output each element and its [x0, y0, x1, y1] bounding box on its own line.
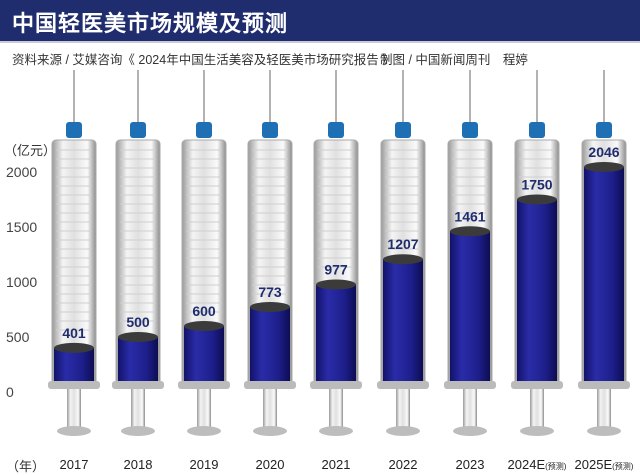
value-fill	[250, 306, 290, 383]
syringe-bar: 1207 2022	[377, 70, 429, 472]
plunger-head	[250, 301, 290, 312]
needle-cap	[130, 122, 146, 138]
flange	[112, 381, 164, 389]
value-fill	[450, 231, 490, 383]
chart-title: 中国轻医美市场规模及预测	[12, 11, 289, 36]
data-label: 773	[258, 284, 282, 300]
data-label: 1207	[387, 236, 418, 252]
y-tick-label: 1500	[6, 219, 37, 235]
y-tick-label: 1000	[6, 274, 37, 290]
flange	[48, 381, 100, 389]
plunger-base	[453, 426, 487, 436]
value-fill	[383, 259, 423, 383]
x-tick-label: 2021	[322, 457, 351, 472]
needle-cap	[262, 122, 278, 138]
plunger-rod	[463, 389, 477, 429]
plunger-head	[184, 321, 224, 331]
needle-cap	[196, 122, 212, 138]
syringe-bar: 600 2019	[178, 70, 230, 472]
plunger-head	[383, 254, 423, 265]
syringe-bar: 500 2018	[112, 70, 164, 472]
plunger-base	[319, 426, 353, 436]
y-tick-label: 0	[6, 384, 14, 400]
x-tick-label: 2020	[256, 457, 285, 472]
plunger-base	[187, 426, 221, 436]
plunger-rod	[67, 389, 81, 429]
plunger-rod	[329, 389, 343, 429]
value-fill	[517, 199, 557, 383]
plunger-base	[57, 426, 91, 436]
x-tick-label: 2017	[60, 457, 89, 472]
syringe-bar: 2046 2025E(预测)	[575, 70, 634, 472]
plunger-rod	[131, 389, 145, 429]
x-tick-label: 2025E(预测)	[575, 457, 634, 472]
source-note: 资料来源 / 艾媒咨询《 2024年中国生活美容及轻医美市场研究报告 》	[12, 53, 395, 67]
flange	[178, 381, 230, 389]
x-tick-label: 2018	[124, 457, 153, 472]
needle-cap	[328, 122, 344, 138]
flange	[244, 381, 296, 389]
x-tick-label: 2019	[190, 457, 219, 472]
value-fill	[584, 166, 624, 383]
plunger-rod	[396, 389, 410, 429]
needle-cap	[66, 122, 82, 138]
x-tick-label: 2023	[456, 457, 485, 472]
credit-note: 制图 / 中国新闻周刊 程婷	[380, 53, 528, 67]
flange	[444, 381, 496, 389]
data-label: 1461	[454, 208, 485, 224]
value-fill	[54, 347, 94, 383]
plunger-rod	[263, 389, 277, 429]
plunger-head	[584, 161, 624, 172]
plunger-head	[517, 194, 557, 205]
y-axis-label: （亿元）	[4, 143, 57, 158]
x-tick-label: 2024E(预测)	[508, 457, 567, 472]
plunger-head	[54, 342, 94, 353]
x-axis-label: （年）	[6, 459, 46, 474]
flange	[377, 381, 429, 389]
value-fill	[316, 284, 356, 383]
data-label: 500	[126, 314, 150, 330]
value-fill	[118, 337, 158, 383]
flange	[578, 381, 630, 389]
data-label: 401	[62, 325, 86, 341]
plunger-rod	[197, 389, 211, 429]
plunger-base	[587, 426, 621, 436]
needle-cap	[596, 122, 612, 138]
plunger-base	[121, 426, 155, 436]
data-label: 977	[324, 262, 348, 278]
plunger-head	[450, 226, 490, 237]
flange	[310, 381, 362, 389]
plunger-head	[118, 332, 158, 342]
needle-cap	[462, 122, 478, 138]
needle-cap	[529, 122, 545, 138]
syringe-bar: 1461 2023	[444, 70, 496, 472]
data-label: 2046	[588, 144, 619, 160]
plunger-base	[386, 426, 420, 436]
header-bar: 中国轻医美市场规模及预测	[0, 0, 640, 43]
y-tick-label: 500	[6, 329, 30, 345]
plunger-base	[253, 426, 287, 436]
data-label: 600	[192, 303, 216, 319]
y-tick-label: 2000	[6, 164, 37, 180]
x-tick-label: 2022	[389, 457, 418, 472]
syringe-bar: 401 2017	[48, 70, 100, 472]
data-label: 1750	[521, 177, 552, 193]
plunger-rod	[597, 389, 611, 429]
syringe-bar: 773 2020	[244, 70, 296, 472]
plunger-base	[520, 426, 554, 436]
flange	[511, 381, 563, 389]
needle-cap	[395, 122, 411, 138]
value-fill	[184, 326, 224, 383]
syringe-bar: 977 2021	[310, 70, 362, 472]
plunger-head	[316, 279, 356, 290]
plunger-rod	[530, 389, 544, 429]
syringe-bar: 1750 2024E(预测)	[508, 70, 567, 472]
